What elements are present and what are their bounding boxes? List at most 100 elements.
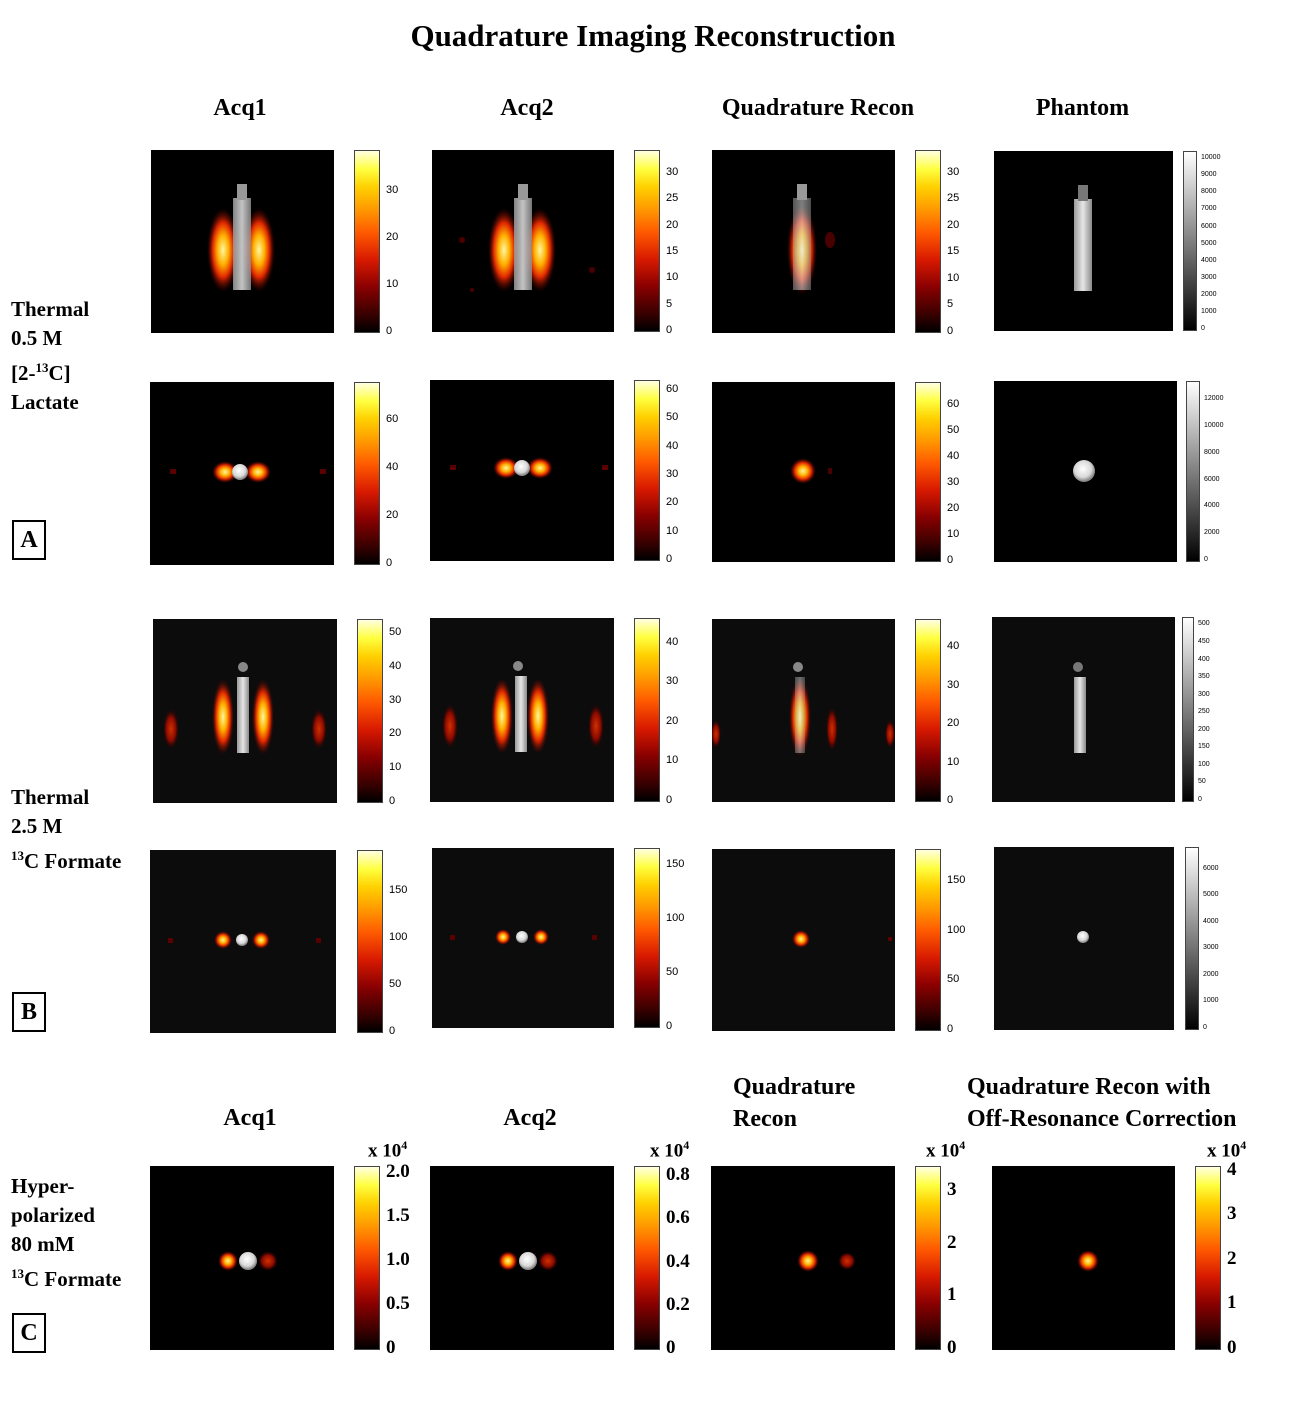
image-c-quad (711, 1166, 895, 1350)
colorbar-tick-c_acq1: 1.0 (386, 1249, 410, 1270)
colorbar-b2-quad (915, 849, 941, 1031)
image-a2-phantom (994, 381, 1177, 562)
scale-c-quad: x 104 (926, 1138, 966, 1162)
colorbar-tick-b2_phan: 1000 (1203, 997, 1219, 1004)
colorbar-tick-b2_phan: 0 (1203, 1024, 1207, 1031)
colorbar-tick-c_quad: 3 (947, 1179, 957, 1200)
panel-letter-c: C (12, 1313, 46, 1353)
scale-c-acq1: x 104 (368, 1138, 408, 1162)
colorbar-tick-b1_acq2: 30 (666, 675, 679, 687)
panel-letter-b: B (12, 992, 46, 1032)
image-c-acq1 (150, 1166, 334, 1350)
scale-c-acq2: x 104 (650, 1138, 690, 1162)
colorbar-a2-quad (915, 382, 941, 562)
image-a2-acq2 (430, 380, 614, 561)
colorbar-tick-b2_phan: 3000 (1203, 944, 1219, 951)
colorbar-b2-phantom (1185, 847, 1199, 1030)
colorbar-tick-b2_acq1: 0 (389, 1025, 396, 1037)
colorbar-tick-a1_acq2: 15 (666, 245, 679, 257)
colorbar-tick-c_acq2: 0.8 (666, 1164, 690, 1185)
colorbar-c-acq1 (354, 1166, 380, 1350)
colorbar-b1-phantom (1182, 617, 1194, 802)
colorbar-tick-a1_phan: 6000 (1201, 223, 1217, 230)
colorbar-tick-a2_phan: 8000 (1204, 449, 1220, 456)
colorbar-tick-b2_phan: 2000 (1203, 971, 1219, 978)
colorbar-tick-c_off: 1 (1227, 1292, 1237, 1313)
colorbar-tick-a2_acq1: 60 (386, 413, 399, 425)
colorbar-tick-a2_quad: 60 (947, 398, 960, 410)
colorbar-tick-b1_phan: 450 (1198, 638, 1210, 645)
colorbar-tick-a1_acq1: 30 (386, 184, 399, 196)
image-c-offres (992, 1166, 1175, 1350)
colorbar-tick-b2_quad: 100 (947, 924, 966, 936)
colorbar-tick-a1_phan: 10000 (1201, 154, 1221, 161)
colorbar-tick-b2_quad: 50 (947, 973, 960, 985)
panel-letter-a: A (12, 520, 46, 560)
colorbar-tick-b1_acq2: 10 (666, 754, 679, 766)
row-label-a: Thermal 0.5 M [2-13C] Lactate (11, 297, 90, 414)
colorbar-b1-acq2 (634, 618, 660, 802)
colorbar-tick-b1_acq1: 0 (389, 795, 396, 807)
colorbar-tick-a2_acq2: 30 (666, 468, 679, 480)
colorbar-tick-b1_acq2: 0 (666, 794, 673, 806)
image-b1-acq1 (153, 619, 337, 803)
col-header-quad-recon: Quadrature Recon (721, 95, 915, 121)
colorbar-tick-a1_quad: 25 (947, 192, 960, 204)
colorbar-tick-b1_phan: 200 (1198, 726, 1210, 733)
colorbar-tick-a2_acq2: 40 (666, 440, 679, 452)
colorbar-tick-b1_acq2: 40 (666, 636, 679, 648)
colorbar-tick-a1_phan: 5000 (1201, 240, 1217, 247)
colorbar-a2-phantom (1186, 381, 1200, 562)
colorbar-tick-a1_acq2: 10 (666, 271, 679, 283)
colorbar-tick-a1_acq1: 10 (386, 278, 399, 290)
image-b1-quad (712, 619, 895, 802)
image-b2-acq2 (432, 848, 614, 1028)
colorbar-tick-a1_quad: 5 (947, 298, 954, 310)
colorbar-tick-a1_phan: 4000 (1201, 257, 1217, 264)
colorbar-tick-a2_quad: 30 (947, 476, 960, 488)
colorbar-tick-b1_quad: 10 (947, 756, 960, 768)
colorbar-tick-b1_phan: 0 (1198, 796, 1202, 803)
colorbar-tick-b2_acq1: 150 (389, 884, 408, 896)
scale-c-offres: x 104 (1207, 1138, 1247, 1162)
col-header-acq2: Acq2 (500, 95, 554, 121)
colorbar-tick-a2_phan: 2000 (1204, 529, 1220, 536)
colorbar-tick-a1_acq1: 0 (386, 325, 393, 337)
colorbar-c-offres (1195, 1166, 1221, 1350)
col-header-c-offres: Quadrature Recon with Off-Resonance Corr… (967, 1074, 1237, 1132)
colorbar-tick-b1_acq1: 50 (389, 626, 402, 638)
colorbar-tick-a2_quad: 20 (947, 502, 960, 514)
colorbar-tick-c_acq2: 0.6 (666, 1207, 690, 1228)
colorbar-tick-c_acq1: 0.5 (386, 1293, 410, 1314)
colorbar-c-quad (915, 1166, 941, 1350)
colorbar-tick-b1_acq2: 20 (666, 715, 679, 727)
col-header-phantom: Phantom (1035, 95, 1130, 121)
colorbar-tick-a1_phan: 7000 (1201, 205, 1217, 212)
colorbar-tick-b2_acq1: 50 (389, 978, 402, 990)
colorbar-tick-a1_phan: 3000 (1201, 274, 1217, 281)
image-a1-quad (712, 150, 895, 333)
colorbar-tick-a1_quad: 15 (947, 245, 960, 257)
colorbar-tick-b2_acq2: 150 (666, 858, 685, 870)
colorbar-tick-a1_phan: 0 (1201, 325, 1205, 332)
colorbar-tick-b2_phan: 5000 (1203, 891, 1219, 898)
colorbar-tick-c_off: 4 (1227, 1159, 1237, 1180)
image-a1-acq1 (151, 150, 334, 333)
col-header-c-acq2: Acq2 (503, 1105, 557, 1131)
colorbar-tick-c_acq2: 0.4 (666, 1251, 690, 1272)
colorbar-tick-b2_acq2: 50 (666, 966, 679, 978)
image-b2-acq1 (150, 850, 336, 1033)
colorbar-tick-a2_acq1: 0 (386, 557, 393, 569)
colorbar-b1-quad (915, 619, 941, 802)
image-b2-phantom (994, 847, 1174, 1030)
colorbar-tick-a2_quad: 0 (947, 554, 954, 566)
colorbar-tick-a1_quad: 30 (947, 166, 960, 178)
image-a1-acq2 (432, 150, 614, 332)
colorbar-tick-c_acq2: 0.2 (666, 1294, 690, 1315)
colorbar-tick-b1_phan: 50 (1198, 778, 1206, 785)
colorbar-tick-b1_quad: 20 (947, 717, 960, 729)
colorbar-tick-a2_quad: 10 (947, 528, 960, 540)
colorbar-tick-b1_acq1: 40 (389, 660, 402, 672)
colorbar-tick-c_off: 0 (1227, 1337, 1237, 1358)
colorbar-tick-a2_acq1: 40 (386, 461, 399, 473)
